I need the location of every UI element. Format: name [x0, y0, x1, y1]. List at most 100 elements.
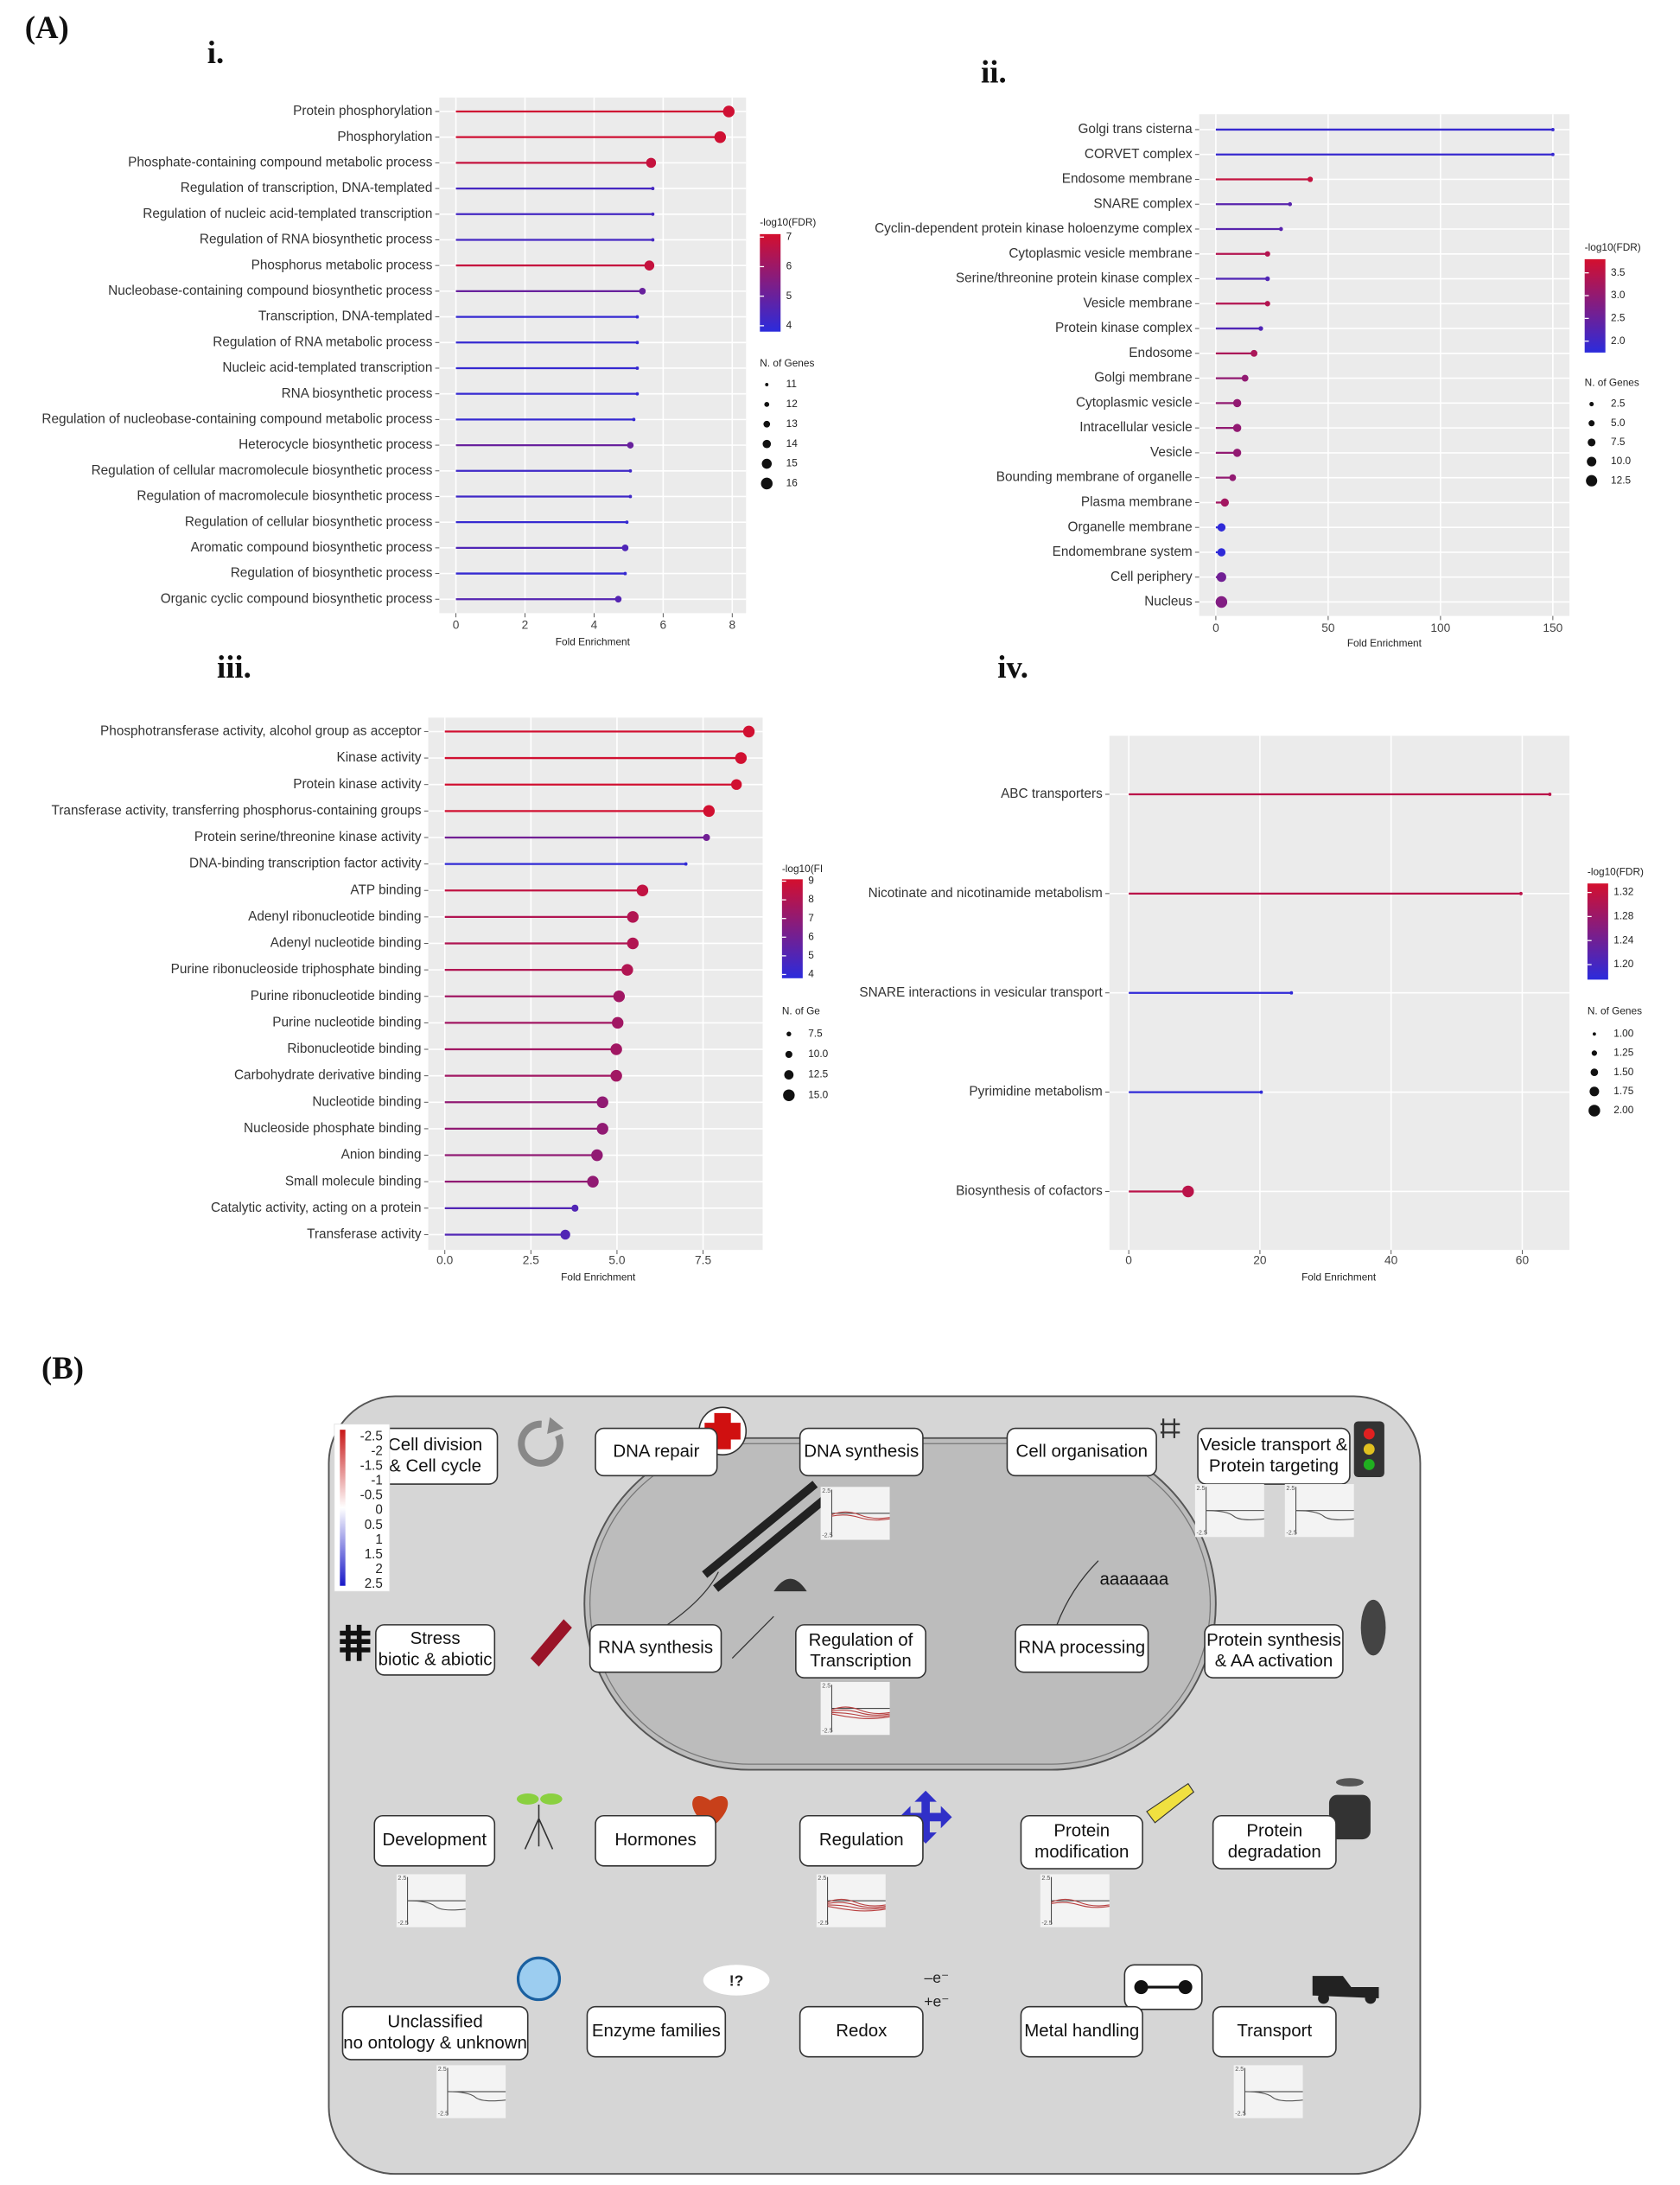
- thumbnail-trace: [831, 1511, 890, 1519]
- category-label: Protein kinase complex: [1055, 321, 1193, 335]
- lollipop-dot: [635, 341, 640, 345]
- lollipop-dot: [1250, 349, 1258, 357]
- thumbnail-label: -2.5: [1196, 1528, 1206, 1536]
- category-label: Ribonucleotide binding: [287, 1042, 421, 1056]
- thumbnail-label: -2.5: [1286, 1528, 1296, 1536]
- x-axis-label: Fold Enrichment: [1301, 1271, 1377, 1284]
- lollipop-dot: [646, 157, 657, 169]
- modification-icon: [1146, 1782, 1195, 1824]
- x-axis-label: Fold Enrichment: [1347, 637, 1422, 649]
- lollipop-dot: [596, 1123, 608, 1135]
- lollipop-dot: [651, 187, 655, 191]
- lollipop-dot: [651, 212, 655, 216]
- category-box-label: RNA processing: [1018, 1638, 1145, 1658]
- category-label: Intracellular vesicle: [1079, 420, 1192, 435]
- colorbar-label: 5: [808, 949, 814, 961]
- colorbar-label: 6: [786, 260, 792, 272]
- size-label: 10.0: [808, 1048, 828, 1060]
- size-label: 1.75: [1613, 1085, 1633, 1097]
- scale-label: 0: [375, 1503, 382, 1518]
- category-label: Phosphorus metabolic process: [251, 258, 433, 272]
- lollipop-dot: [625, 520, 629, 525]
- lollipop-dot: [1216, 572, 1226, 583]
- category-label: RNA biosynthetic process: [282, 386, 433, 401]
- lollipop-dot: [1519, 891, 1523, 895]
- size-label: 12.5: [1611, 474, 1631, 486]
- category-label: Purine ribonucleoside triphosphate bindi…: [171, 962, 422, 977]
- size-key: [1589, 1086, 1600, 1097]
- lollipop-dot: [635, 366, 640, 370]
- category-box-label: Vesicle transport &: [1200, 1435, 1348, 1455]
- category-label: Endosome membrane: [1062, 172, 1193, 187]
- category-box-label: Protein: [1246, 1821, 1302, 1841]
- category-box-label: Hormones: [614, 1830, 696, 1850]
- thumbnail-label: -2.5: [398, 1919, 408, 1927]
- lollipop-dot: [614, 596, 622, 603]
- lollipop-dot: [1220, 498, 1230, 507]
- category-box-label: Regulation: [819, 1830, 904, 1850]
- thumbnail-trace: [831, 1711, 890, 1717]
- size-label: 1.25: [1613, 1047, 1633, 1059]
- category-label: Regulation of RNA biosynthetic process: [200, 233, 433, 247]
- category-label: Golgi membrane: [1094, 371, 1192, 385]
- category-box-label: Enzyme families: [592, 2021, 721, 2041]
- redox-icon-text: –e⁻: [924, 1969, 949, 1986]
- category-box: [1020, 1814, 1143, 1870]
- panel-label: (A): [25, 10, 69, 46]
- x-tick-label: 40: [1384, 1254, 1398, 1267]
- thumbnail-label: 2.5: [398, 1874, 406, 1882]
- colorbar-label: 1.28: [1613, 910, 1633, 922]
- category-label: Vesicle: [1150, 445, 1193, 460]
- lollipop-dot: [1550, 152, 1555, 156]
- lollipop-dot: [1259, 1090, 1263, 1094]
- lollipop-dot: [1548, 793, 1552, 796]
- lollipop-dot: [1550, 128, 1555, 131]
- thumbnail-label: -2.5: [822, 1532, 832, 1539]
- thumbnail-trace: [831, 1514, 890, 1521]
- category-label: Anion binding: [341, 1148, 422, 1163]
- lollipop-dot: [627, 911, 639, 923]
- scale-label: -2: [371, 1443, 383, 1458]
- size-key: [1588, 420, 1595, 427]
- scale-label: -1: [371, 1473, 383, 1487]
- category-label: Regulation of transcription, DNA-templat…: [181, 181, 433, 195]
- dna-icon: [702, 1481, 830, 1592]
- color-legend-title: -log10(FDR): [1588, 865, 1644, 877]
- colorbar-label: 2.0: [1611, 334, 1626, 347]
- size-label: 10.0: [1611, 455, 1631, 467]
- lollipop-dot: [1258, 326, 1263, 331]
- size-label: 2.5: [1611, 398, 1626, 410]
- lollipop-dot: [703, 833, 710, 842]
- cycle-icon: [518, 1420, 563, 1467]
- category-label: Catalytic activity, acting on a protein: [211, 1201, 422, 1215]
- enzyme-icon-text: !?: [729, 1972, 744, 1989]
- x-axis-label: Fold Enrichment: [556, 635, 631, 647]
- thumbnail-trace: [831, 1713, 890, 1719]
- lollipop-dot: [635, 315, 640, 319]
- category-label: Adenyl nucleotide binding: [270, 936, 422, 951]
- car-icon: [1312, 1976, 1379, 1998]
- repair-icon: [704, 1412, 741, 1449]
- colorbar-label: 7: [786, 230, 792, 242]
- category-box: [341, 2005, 529, 2061]
- colorbar-label: 3.0: [1611, 289, 1626, 301]
- category-box-label: no ontology & unknown: [343, 2033, 527, 2053]
- colorbar-label: 5: [786, 290, 792, 302]
- size-key: [1591, 1050, 1597, 1056]
- category-box: [799, 1814, 924, 1867]
- panel-label: (B): [41, 1350, 84, 1386]
- size-key: [783, 1089, 795, 1101]
- plant-icon: [516, 1793, 539, 1805]
- scale-label: 2: [375, 1562, 382, 1577]
- stress-icon: [340, 1624, 371, 1661]
- size-label: 5.0: [1611, 417, 1626, 429]
- category-label: Purine nucleotide binding: [272, 1015, 421, 1029]
- category-label: Endosome: [1129, 346, 1192, 360]
- category-box-label: Unclassified: [387, 2012, 482, 2032]
- category-box-label: DNA synthesis: [804, 1441, 919, 1461]
- thumbnail-trace: [1051, 1902, 1110, 1908]
- lollipop-dot: [1264, 251, 1270, 257]
- lollipop-dot: [627, 442, 634, 449]
- size-key: [764, 401, 770, 407]
